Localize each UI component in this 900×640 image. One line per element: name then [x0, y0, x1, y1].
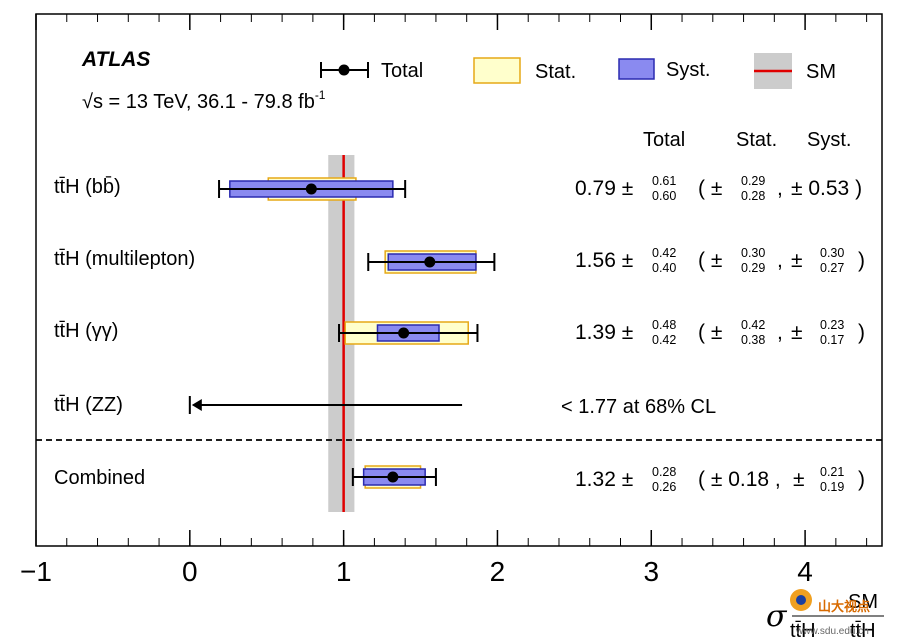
row-syst-up: 0.21: [820, 465, 844, 479]
row-syst-down: 0.17: [820, 333, 844, 347]
row-stat-open: ( ±: [698, 321, 722, 344]
legend-sm-label: SM: [806, 61, 836, 83]
watermark: 山大视点 www.sdu.edu.cn: [790, 589, 870, 637]
row-total-down: 0.42: [652, 333, 676, 347]
legend-syst-label: Syst.: [666, 59, 710, 81]
row-stat-open: ( ±: [698, 249, 722, 272]
column-syst-header: Syst.: [807, 129, 851, 151]
row-comma: ,: [777, 177, 783, 200]
row-limit-text: < 1.77 at 68% CL: [561, 396, 716, 418]
row-central-value: 1.39 ±: [575, 321, 633, 344]
experiment-label: ATLAS: [81, 48, 150, 71]
x-axis-label-denominator-2: tt̄H: [850, 620, 876, 640]
watermark-url: www.sdu.edu.cn: [795, 626, 869, 637]
row-stat-down: 0.28: [741, 189, 765, 203]
row-syst-symmetric: ± 0.53 ): [791, 177, 862, 200]
column-stat-header: Stat.: [736, 129, 777, 151]
x-tick-label: 2: [490, 556, 506, 587]
measurement-marks: [188, 177, 496, 489]
central-value-point: [305, 183, 317, 195]
row-stat-symmetric: ( ± 0.18 ,: [698, 468, 781, 491]
row-syst-down: 0.27: [820, 261, 844, 275]
x-tick-label: 3: [643, 556, 659, 587]
x-tick-label: −1: [20, 556, 52, 587]
row-total-down: 0.26: [652, 480, 676, 494]
x-axis-label: σ SM tt̄H tt̄H: [766, 591, 884, 640]
x-axis-label-sigma: σ: [766, 599, 788, 634]
legend-stat-label: Stat.: [535, 61, 576, 83]
watermark-logo-eye-icon: [796, 595, 806, 605]
central-value-point: [424, 256, 436, 268]
row-stat-up: 0.29: [741, 174, 765, 188]
legend-stat-swatch: [473, 57, 521, 84]
x-tick-label: 1: [336, 556, 352, 587]
row-syst-up: 0.30: [820, 246, 844, 260]
row-syst-pm: ±: [791, 249, 803, 272]
row-stat-up: 0.42: [741, 318, 765, 332]
row-central-value: 1.56 ±: [575, 249, 633, 272]
row-central-value: 1.32 ±: [575, 468, 633, 491]
row-close-paren: ): [858, 468, 865, 491]
energy-label: √s = 13 TeV, 36.1 - 79.8 fb-1: [82, 88, 326, 113]
row-label-2: tt̄H (γγ): [54, 320, 118, 342]
row-total-up: 0.48: [652, 318, 676, 332]
row-comma: ,: [777, 321, 783, 344]
legend-total-label: Total: [381, 60, 423, 82]
row-total-up: 0.61: [652, 174, 676, 188]
row-stat-down: 0.38: [741, 333, 765, 347]
legend-syst-swatch: [618, 58, 655, 80]
row-texts: tt̄H (bb̄) 0.79 ±0.610.60( ±0.290.28, ± 0.…: [54, 174, 865, 494]
row-syst-pm: ±: [793, 468, 805, 491]
watermark-text: 山大视点: [818, 599, 870, 614]
plot-frame: [35, 13, 883, 547]
row-close-paren: ): [858, 321, 865, 344]
row-label-0: tt̄H (bb̄): [54, 175, 121, 198]
row-total-up: 0.42: [652, 246, 676, 260]
row-stat-up: 0.30: [741, 246, 765, 260]
row-syst-up: 0.23: [820, 318, 844, 332]
x-axis: −1 0 1 2 3 4: [20, 14, 868, 587]
x-axis-label-denominator: tt̄H: [790, 620, 816, 640]
upper-limit-arrowhead-icon: [191, 399, 202, 411]
row-label-4: Combined: [54, 467, 145, 489]
row-total-down: 0.40: [652, 261, 676, 275]
row-total-up: 0.28: [652, 465, 676, 479]
x-tick-label: 0: [182, 556, 198, 587]
row-central-value: 0.79 ±: [575, 177, 633, 200]
row-label-3: tt̄H (ZZ): [54, 394, 123, 416]
row-close-paren: ): [858, 249, 865, 272]
legend-total-marker: [320, 62, 369, 78]
legend: Total Stat. Syst. SM: [320, 53, 836, 89]
row-stat-open: ( ±: [698, 177, 722, 200]
x-tick-label: 4: [797, 556, 813, 587]
central-value-point: [398, 327, 410, 339]
central-value-point: [387, 471, 399, 483]
row-stat-down: 0.29: [741, 261, 765, 275]
row-label-1: tt̄H (multilepton): [54, 248, 195, 270]
row-total-down: 0.60: [652, 189, 676, 203]
column-total-header: Total: [643, 129, 685, 151]
row-syst-down: 0.19: [820, 480, 844, 494]
row-comma: ,: [777, 249, 783, 272]
x-axis-label-sm: SM: [848, 591, 878, 613]
row-syst-pm: ±: [791, 321, 803, 344]
